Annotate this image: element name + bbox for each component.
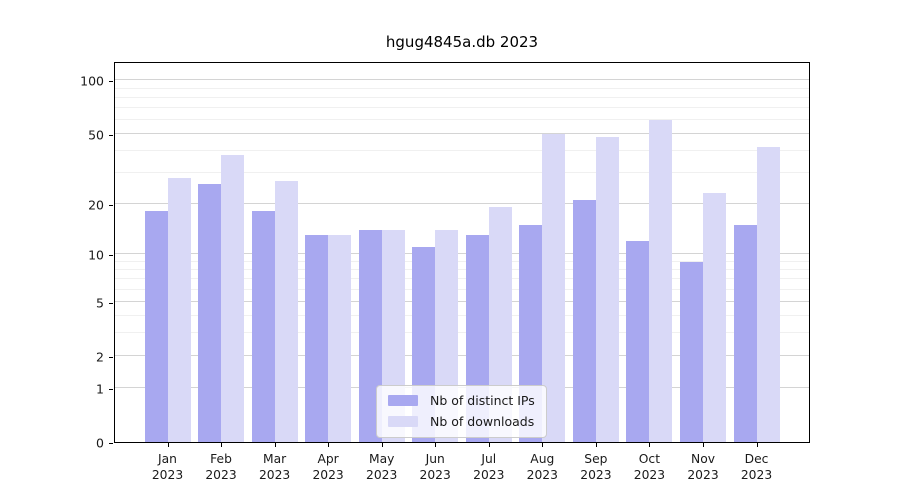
- bars-layer: [115, 63, 809, 442]
- x-tick-label-sep: Sep 2023: [580, 452, 612, 483]
- bar-downloads-nov: [703, 193, 726, 442]
- gridline-3: [115, 332, 809, 334]
- legend-swatch-downloads: [388, 416, 418, 427]
- bar-distinct-ips-dec: [733, 224, 757, 442]
- x-tick-mark-oct: [649, 443, 651, 447]
- bar-downloads-dec: [756, 147, 780, 442]
- y-tick-mark-50: [109, 135, 113, 136]
- x-tick-label-apr: Apr 2023: [312, 452, 344, 483]
- bar-distinct-ips-nov: [680, 261, 703, 442]
- x-tick-mark-jun: [435, 443, 437, 447]
- bar-downloads-aug: [542, 134, 566, 442]
- x-tick-label-aug: Aug 2023: [526, 452, 558, 483]
- y-tick-label-100: 100: [80, 73, 104, 89]
- x-tick-label-dec: Dec 2023: [740, 452, 773, 483]
- x-tick-mark-apr: [328, 443, 330, 447]
- bar-distinct-ips-sep: [572, 199, 596, 442]
- bar-distinct-ips-may: [358, 229, 382, 442]
- y-tick-label-2: 2: [96, 349, 104, 365]
- bar-downloads-mar: [274, 180, 298, 442]
- gridline-60: [115, 118, 809, 120]
- x-tick-mark-feb: [221, 443, 222, 447]
- y-tick-label-5: 5: [96, 295, 104, 311]
- gridline-50: [115, 133, 809, 134]
- bar-distinct-ips-feb: [198, 183, 221, 442]
- bar-downloads-oct: [649, 119, 673, 442]
- x-tick-mark-mar: [274, 443, 276, 447]
- bar-downloads-jul: [488, 207, 512, 442]
- x-tick-mark-nov: [703, 443, 704, 447]
- legend: Nb of distinct IPs Nb of downloads: [376, 385, 547, 438]
- y-tick-label-20: 20: [88, 197, 104, 212]
- legend-label-downloads: Nb of downloads: [430, 414, 535, 429]
- x-tick-label-jun: Jun 2023: [419, 452, 451, 483]
- bar-downloads-feb: [221, 155, 244, 442]
- gridline-6: [115, 288, 809, 290]
- y-tick-label-1: 1: [96, 381, 104, 397]
- gridline-80: [115, 96, 809, 98]
- gridline-40: [115, 150, 809, 152]
- bar-distinct-ips-apr: [305, 235, 329, 442]
- gridline-9: [115, 260, 809, 262]
- x-tick-label-mar: Mar 2023: [258, 452, 291, 483]
- gridline-8: [115, 268, 809, 270]
- y-tick-mark-1: [109, 388, 113, 390]
- bar-distinct-ips-jan: [144, 211, 168, 442]
- gridline-70: [115, 107, 809, 108]
- legend-entry-downloads: Nb of downloads: [388, 414, 535, 429]
- bar-downloads-jan: [167, 178, 191, 442]
- gridline-10: [115, 253, 809, 255]
- chart-title: hgug4845a.db 2023: [385, 33, 539, 51]
- gridline-4: [115, 314, 809, 316]
- plot-area: Nb of distinct IPs Nb of downloads: [114, 62, 810, 443]
- x-tick-mark-aug: [542, 443, 544, 447]
- y-tick-label-50: 50: [88, 127, 104, 143]
- y-tick-mark-2: [109, 356, 113, 358]
- y-tick-mark-20: [109, 204, 113, 206]
- bar-distinct-ips-mar: [251, 211, 275, 442]
- y-tick-label-0: 0: [96, 435, 104, 451]
- gridline-30: [115, 172, 809, 173]
- x-tick-label-jul: Jul 2023: [473, 452, 505, 483]
- gridline-20: [115, 202, 809, 204]
- gridline-2: [115, 354, 809, 356]
- y-tick-label-10: 10: [88, 247, 104, 263]
- x-tick-label-nov: Nov 2023: [687, 452, 719, 483]
- y-tick-mark-10: [109, 255, 113, 257]
- legend-label-distinct-ips: Nb of distinct IPs: [430, 393, 535, 408]
- bar-distinct-ips-oct: [626, 241, 650, 442]
- x-tick-label-oct: Oct 2023: [633, 452, 666, 483]
- x-tick-mark-jan: [167, 443, 169, 447]
- x-tick-mark-dec: [756, 443, 758, 447]
- y-tick-mark-100: [109, 81, 113, 83]
- bar-downloads-sep: [595, 137, 619, 442]
- x-tick-label-feb: Feb 2023: [205, 452, 237, 483]
- bar-downloads-apr: [328, 235, 352, 442]
- gridline-100: [115, 79, 809, 81]
- x-tick-mark-may: [381, 443, 383, 447]
- x-tick-label-may: May 2023: [366, 452, 398, 483]
- gridline-7: [115, 278, 809, 280]
- gridline-5: [115, 300, 809, 302]
- y-tick-mark-0: [109, 443, 113, 444]
- gridline-90: [115, 87, 809, 89]
- x-tick-mark-jul: [488, 443, 490, 447]
- y-tick-mark-5: [109, 302, 113, 304]
- legend-entry-distinct-ips: Nb of distinct IPs: [388, 393, 535, 408]
- x-tick-label-jan: Jan 2023: [151, 452, 184, 483]
- legend-swatch-distinct-ips: [388, 395, 418, 406]
- x-tick-mark-sep: [595, 443, 597, 447]
